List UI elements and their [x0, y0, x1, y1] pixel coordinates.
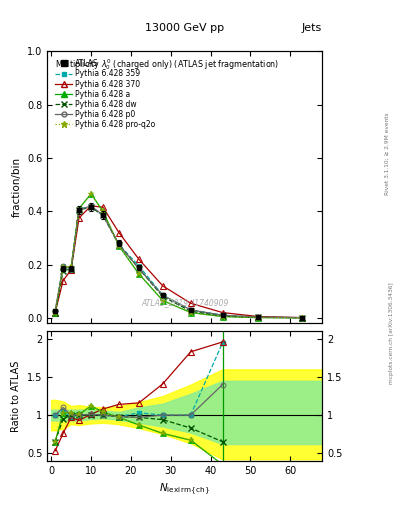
Pythia 6.428 pro-q2o [188, 309, 193, 315]
Pythia 6.428 p0 [53, 308, 57, 314]
Pythia 6.428 p0 [300, 314, 305, 321]
Pythia 6.428 pro-q2o [220, 313, 225, 319]
Pythia 6.428 359 [256, 314, 261, 320]
Y-axis label: Ratio to ATLAS: Ratio to ATLAS [11, 360, 21, 432]
X-axis label: $N_{\mathregular{lexi\,rm\{ch\}}}$: $N_{\mathregular{lexi\,rm\{ch\}}}$ [159, 481, 210, 497]
Line: Pythia 6.428 370: Pythia 6.428 370 [52, 203, 305, 321]
Pythia 6.428 a [61, 264, 66, 270]
Pythia 6.428 a [89, 191, 94, 197]
Pythia 6.428 pro-q2o [89, 191, 94, 197]
Pythia 6.428 359 [188, 307, 193, 313]
Pythia 6.428 370 [256, 313, 261, 319]
Pythia 6.428 dw [101, 212, 105, 218]
Pythia 6.428 359 [53, 308, 57, 314]
Pythia 6.428 359 [136, 263, 141, 269]
Pythia 6.428 dw [188, 308, 193, 314]
Pythia 6.428 dw [77, 207, 81, 213]
Pythia 6.428 370 [117, 229, 121, 236]
Pythia 6.428 pro-q2o [61, 264, 66, 270]
Pythia 6.428 a [69, 264, 73, 270]
Line: Pythia 6.428 dw: Pythia 6.428 dw [52, 204, 305, 321]
Pythia 6.428 p0 [160, 292, 165, 298]
Line: Pythia 6.428 p0: Pythia 6.428 p0 [53, 203, 305, 320]
Pythia 6.428 pro-q2o [136, 271, 141, 277]
Pythia 6.428 p0 [256, 314, 261, 320]
Text: mcplots.cern.ch [arXiv:1306.3436]: mcplots.cern.ch [arXiv:1306.3436] [389, 282, 393, 383]
Pythia 6.428 370 [188, 300, 193, 306]
Pythia 6.428 359 [69, 267, 73, 273]
Pythia 6.428 dw [300, 315, 305, 321]
Pythia 6.428 a [53, 309, 57, 315]
Pythia 6.428 370 [53, 309, 57, 315]
Pythia 6.428 370 [61, 278, 66, 284]
Pythia 6.428 a [117, 243, 121, 249]
Pythia 6.428 a [300, 315, 305, 321]
Pythia 6.428 370 [300, 314, 305, 321]
Pythia 6.428 359 [61, 263, 66, 269]
Pythia 6.428 370 [160, 283, 165, 289]
Pythia 6.428 370 [89, 203, 94, 209]
Pythia 6.428 359 [117, 242, 121, 248]
Pythia 6.428 a [101, 208, 105, 215]
Pythia 6.428 p0 [188, 307, 193, 313]
Pythia 6.428 370 [220, 309, 225, 315]
Text: Jets: Jets [302, 23, 322, 33]
Pythia 6.428 p0 [77, 207, 81, 213]
Pythia 6.428 370 [69, 267, 73, 273]
Pythia 6.428 a [160, 297, 165, 304]
Pythia 6.428 p0 [61, 263, 66, 269]
Pythia 6.428 dw [61, 268, 66, 274]
Pythia 6.428 359 [77, 205, 81, 211]
Pythia 6.428 pro-q2o [160, 297, 165, 304]
Pythia 6.428 pro-q2o [53, 309, 57, 315]
Pythia 6.428 p0 [220, 312, 225, 318]
Pythia 6.428 a [77, 205, 81, 211]
Pythia 6.428 p0 [69, 266, 73, 272]
Pythia 6.428 dw [136, 266, 141, 272]
Pythia 6.428 359 [220, 312, 225, 318]
Pythia 6.428 dw [69, 266, 73, 272]
Legend: ATLAS, Pythia 6.428 359, Pythia 6.428 370, Pythia 6.428 a, Pythia 6.428 dw, Pyth: ATLAS, Pythia 6.428 359, Pythia 6.428 37… [54, 58, 157, 131]
Pythia 6.428 p0 [89, 203, 94, 209]
Pythia 6.428 a [136, 271, 141, 277]
Y-axis label: fraction/bin: fraction/bin [11, 157, 21, 217]
Pythia 6.428 dw [89, 204, 94, 210]
Pythia 6.428 370 [101, 204, 105, 210]
Text: 13000 GeV pp: 13000 GeV pp [145, 23, 224, 33]
Line: Pythia 6.428 pro-q2o: Pythia 6.428 pro-q2o [52, 191, 305, 321]
Pythia 6.428 pro-q2o [300, 315, 305, 321]
Pythia 6.428 dw [160, 293, 165, 300]
Pythia 6.428 dw [117, 242, 121, 248]
Pythia 6.428 p0 [117, 242, 121, 248]
Pythia 6.428 359 [89, 204, 94, 210]
Text: Multiplicity $\lambda_0^0$ (charged only) (ATLAS jet fragmentation): Multiplicity $\lambda_0^0$ (charged only… [55, 57, 280, 72]
Pythia 6.428 a [256, 314, 261, 321]
Pythia 6.428 p0 [136, 266, 141, 272]
Line: Pythia 6.428 a: Pythia 6.428 a [52, 191, 305, 321]
Pythia 6.428 359 [300, 314, 305, 321]
Pythia 6.428 pro-q2o [117, 243, 121, 249]
Pythia 6.428 dw [256, 314, 261, 321]
Line: Pythia 6.428 359: Pythia 6.428 359 [53, 205, 305, 319]
Text: ATLAS_2019_I1740909: ATLAS_2019_I1740909 [141, 298, 228, 307]
Pythia 6.428 dw [220, 313, 225, 319]
Pythia 6.428 a [220, 313, 225, 319]
Pythia 6.428 pro-q2o [69, 264, 73, 270]
Pythia 6.428 a [188, 309, 193, 315]
Pythia 6.428 359 [101, 212, 105, 218]
Pythia 6.428 dw [53, 309, 57, 315]
Pythia 6.428 pro-q2o [256, 314, 261, 321]
Text: Rivet 3.1.10; ≥ 2.9M events: Rivet 3.1.10; ≥ 2.9M events [385, 112, 389, 195]
Pythia 6.428 359 [160, 292, 165, 298]
Pythia 6.428 370 [136, 256, 141, 262]
Pythia 6.428 p0 [101, 212, 105, 218]
Pythia 6.428 370 [77, 215, 81, 221]
Pythia 6.428 pro-q2o [77, 205, 81, 211]
Pythia 6.428 pro-q2o [101, 208, 105, 215]
